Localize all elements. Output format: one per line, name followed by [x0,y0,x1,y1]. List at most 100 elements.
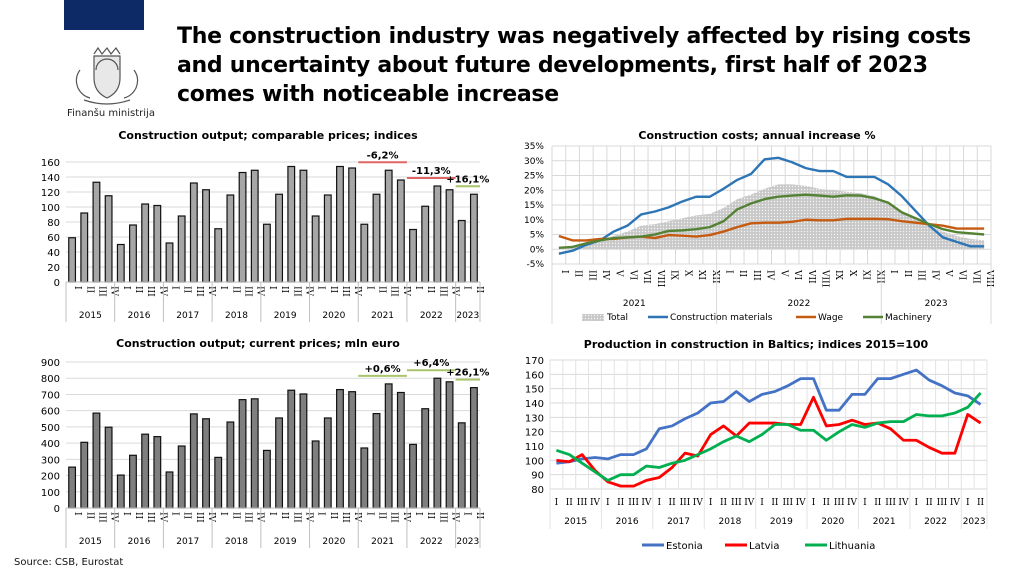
x-tick-quarter: I [72,286,82,290]
y-tick-label: 140 [525,399,544,410]
x-tick-quarter: IV [109,512,119,523]
x-tick-month: VI [957,269,967,280]
x-tick-month: III [751,270,761,281]
bar [153,436,162,509]
bar [275,193,284,283]
x-tick-year: 2023 [456,537,479,547]
x-tick-year: 2017 [176,537,199,547]
bar [68,237,77,283]
x-tick-month: XI [696,270,706,280]
x-tick-quarter: I [218,512,228,516]
bar [262,223,271,283]
y-tick-label: 800 [41,374,60,385]
y-tick-label: 15% [524,201,544,211]
y-tick-label: 0% [530,245,545,255]
x-tick-quarter: IV [303,512,313,523]
x-tick-quarter: II [977,498,985,508]
x-tick-year: 2017 [667,517,690,527]
x-tick-quarter: IV [401,286,411,297]
y-tick-label: 10% [524,216,544,226]
annotation-label: +16,1% [446,174,489,185]
x-tick-year: 2015 [79,537,102,547]
bar [323,194,332,283]
x-tick-quarter: III [145,512,155,523]
y-tick-label: 20% [524,186,544,196]
x-tick-quarter: I [72,512,82,516]
bar [129,224,137,283]
coat-of-arms-logo [75,46,139,105]
x-tick-month: I [723,270,733,274]
bar [396,179,405,283]
bar [457,422,466,509]
bar [104,195,113,283]
bar [129,454,137,509]
x-tick-quarter: III [782,498,793,508]
y-tick-label: 25% [524,172,544,182]
annotation-label: +26,1% [446,368,489,379]
x-tick-year: 2020 [821,517,844,527]
x-tick-quarter: II [474,512,484,520]
x-tick-quarter: II [617,498,625,508]
bar [177,215,186,283]
y-tick-label: 500 [41,423,60,434]
bar [433,377,442,509]
chart-output-current: Construction output; current prices; mln… [41,337,489,548]
bar [202,189,210,283]
x-tick-month: IV [600,270,610,281]
x-tick-quarter: II [84,286,94,294]
bar [384,169,393,283]
x-tick-month: II [902,270,912,278]
x-tick-month: I [559,270,569,274]
x-tick-month: VIII [984,269,994,288]
bar [226,194,235,283]
legend-label: Machinery [885,313,932,323]
x-tick-quarter: III [834,498,845,508]
x-tick-quarter: III [437,512,447,523]
x-tick-year: 2019 [274,311,297,321]
series-line-construction-materials [558,156,985,255]
page-title: The construction industry was negatively… [177,24,971,107]
y-tick-label: 900 [41,358,60,369]
x-tick-quarter: I [364,512,374,516]
x-tick-quarter: I [121,286,131,290]
x-tick-quarter: II [182,512,192,520]
x-tick-month: V [778,269,788,277]
bar [348,167,357,283]
x-tick-quarter: III [577,498,588,508]
x-tick-quarter: IV [450,286,460,297]
x-tick-quarter: III [291,512,301,523]
bar [250,398,259,509]
x-tick-quarter: III [243,286,253,297]
bar [409,443,417,509]
x-tick-quarter: III [96,512,106,523]
x-tick-quarter: II [133,512,143,520]
chart-title: Construction output; comparable prices; … [118,129,418,142]
legend-label: Estonia [666,541,703,552]
bar [421,408,430,509]
x-tick-quarter: II [377,286,387,294]
y-tick-label: 150 [525,385,544,396]
x-tick-quarter: II [566,498,574,508]
x-tick-quarter: III [96,286,106,297]
bar [360,447,369,509]
series-line-machinery [558,193,985,249]
y-tick-label: 0 [54,278,60,289]
bar [165,471,174,509]
legend-swatch-total [582,314,604,321]
x-tick-month: IV [929,270,939,281]
x-tick-quarter: IV [109,286,119,297]
x-tick-quarter: I [915,498,919,508]
x-tick-year: 2023 [925,299,948,309]
bar [384,383,393,509]
x-tick-month: VI [627,269,637,280]
x-tick-month: X [847,270,857,277]
legend-label: Wage [818,313,844,323]
y-tick-label: 160 [525,370,544,381]
x-tick-quarter: III [731,498,742,508]
y-tick-label: 0 [54,504,60,515]
x-tick-year: 2021 [371,537,394,547]
bar [250,169,259,283]
x-tick-month: III [916,270,926,281]
x-tick-quarter: II [230,512,240,520]
x-tick-quarter: III [340,286,350,297]
